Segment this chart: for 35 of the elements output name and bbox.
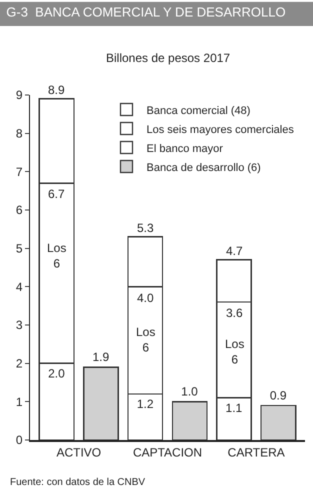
data-label: 1.2 <box>136 397 154 411</box>
y-tick-label: 2 <box>16 356 23 371</box>
y-tick-label: 0 <box>16 433 23 448</box>
total-label: 4.7 <box>226 244 244 258</box>
legend-label: Banca de desarrollo (6) <box>146 162 261 174</box>
data-label: 2.0 <box>48 366 66 380</box>
data-label: 1.0 <box>181 384 198 399</box>
total-label: 8.9 <box>48 83 66 97</box>
data-label: 1.9 <box>92 350 110 364</box>
legend-label: Banca comercial (48) <box>146 104 250 117</box>
data-label: 0.9 <box>270 388 287 402</box>
source-note: Fuente: con datos de la CNBV <box>10 477 146 488</box>
annotation: 4.0 <box>137 291 154 305</box>
y-tick-label: 5 <box>16 242 23 256</box>
x-tick-label: CARTERA <box>228 445 285 460</box>
chart-subtitle: Billones de pesos 2017 <box>106 51 230 65</box>
legend-label: El banco mayor <box>146 142 224 155</box>
y-tick-label: 6 <box>16 203 23 218</box>
annotation: Los 6 <box>136 325 156 355</box>
legend-label: Los seis mayores comerciales <box>146 124 294 136</box>
annotation: 3.6 <box>226 306 244 320</box>
y-tick-label: 7 <box>16 164 23 179</box>
y-tick-label: 8 <box>16 126 23 141</box>
y-tick-label: 4 <box>16 280 23 294</box>
y-tick-label: 3 <box>16 318 23 332</box>
x-tick-label: CAPTACION <box>132 445 202 460</box>
annotation: 6.7 <box>48 187 66 201</box>
total-label: 5.3 <box>137 221 154 235</box>
annotation: Los 6 <box>47 241 66 271</box>
annotation: Los 6 <box>225 337 244 367</box>
x-tick-label: ACTIVO <box>56 445 102 460</box>
chart-title: G-3 BANCA COMERCIAL Y DE DESARROLLO <box>6 4 286 20</box>
data-label: 1.1 <box>226 400 243 415</box>
y-tick-label: 1 <box>16 394 23 409</box>
y-tick-label: 9 <box>16 88 23 102</box>
